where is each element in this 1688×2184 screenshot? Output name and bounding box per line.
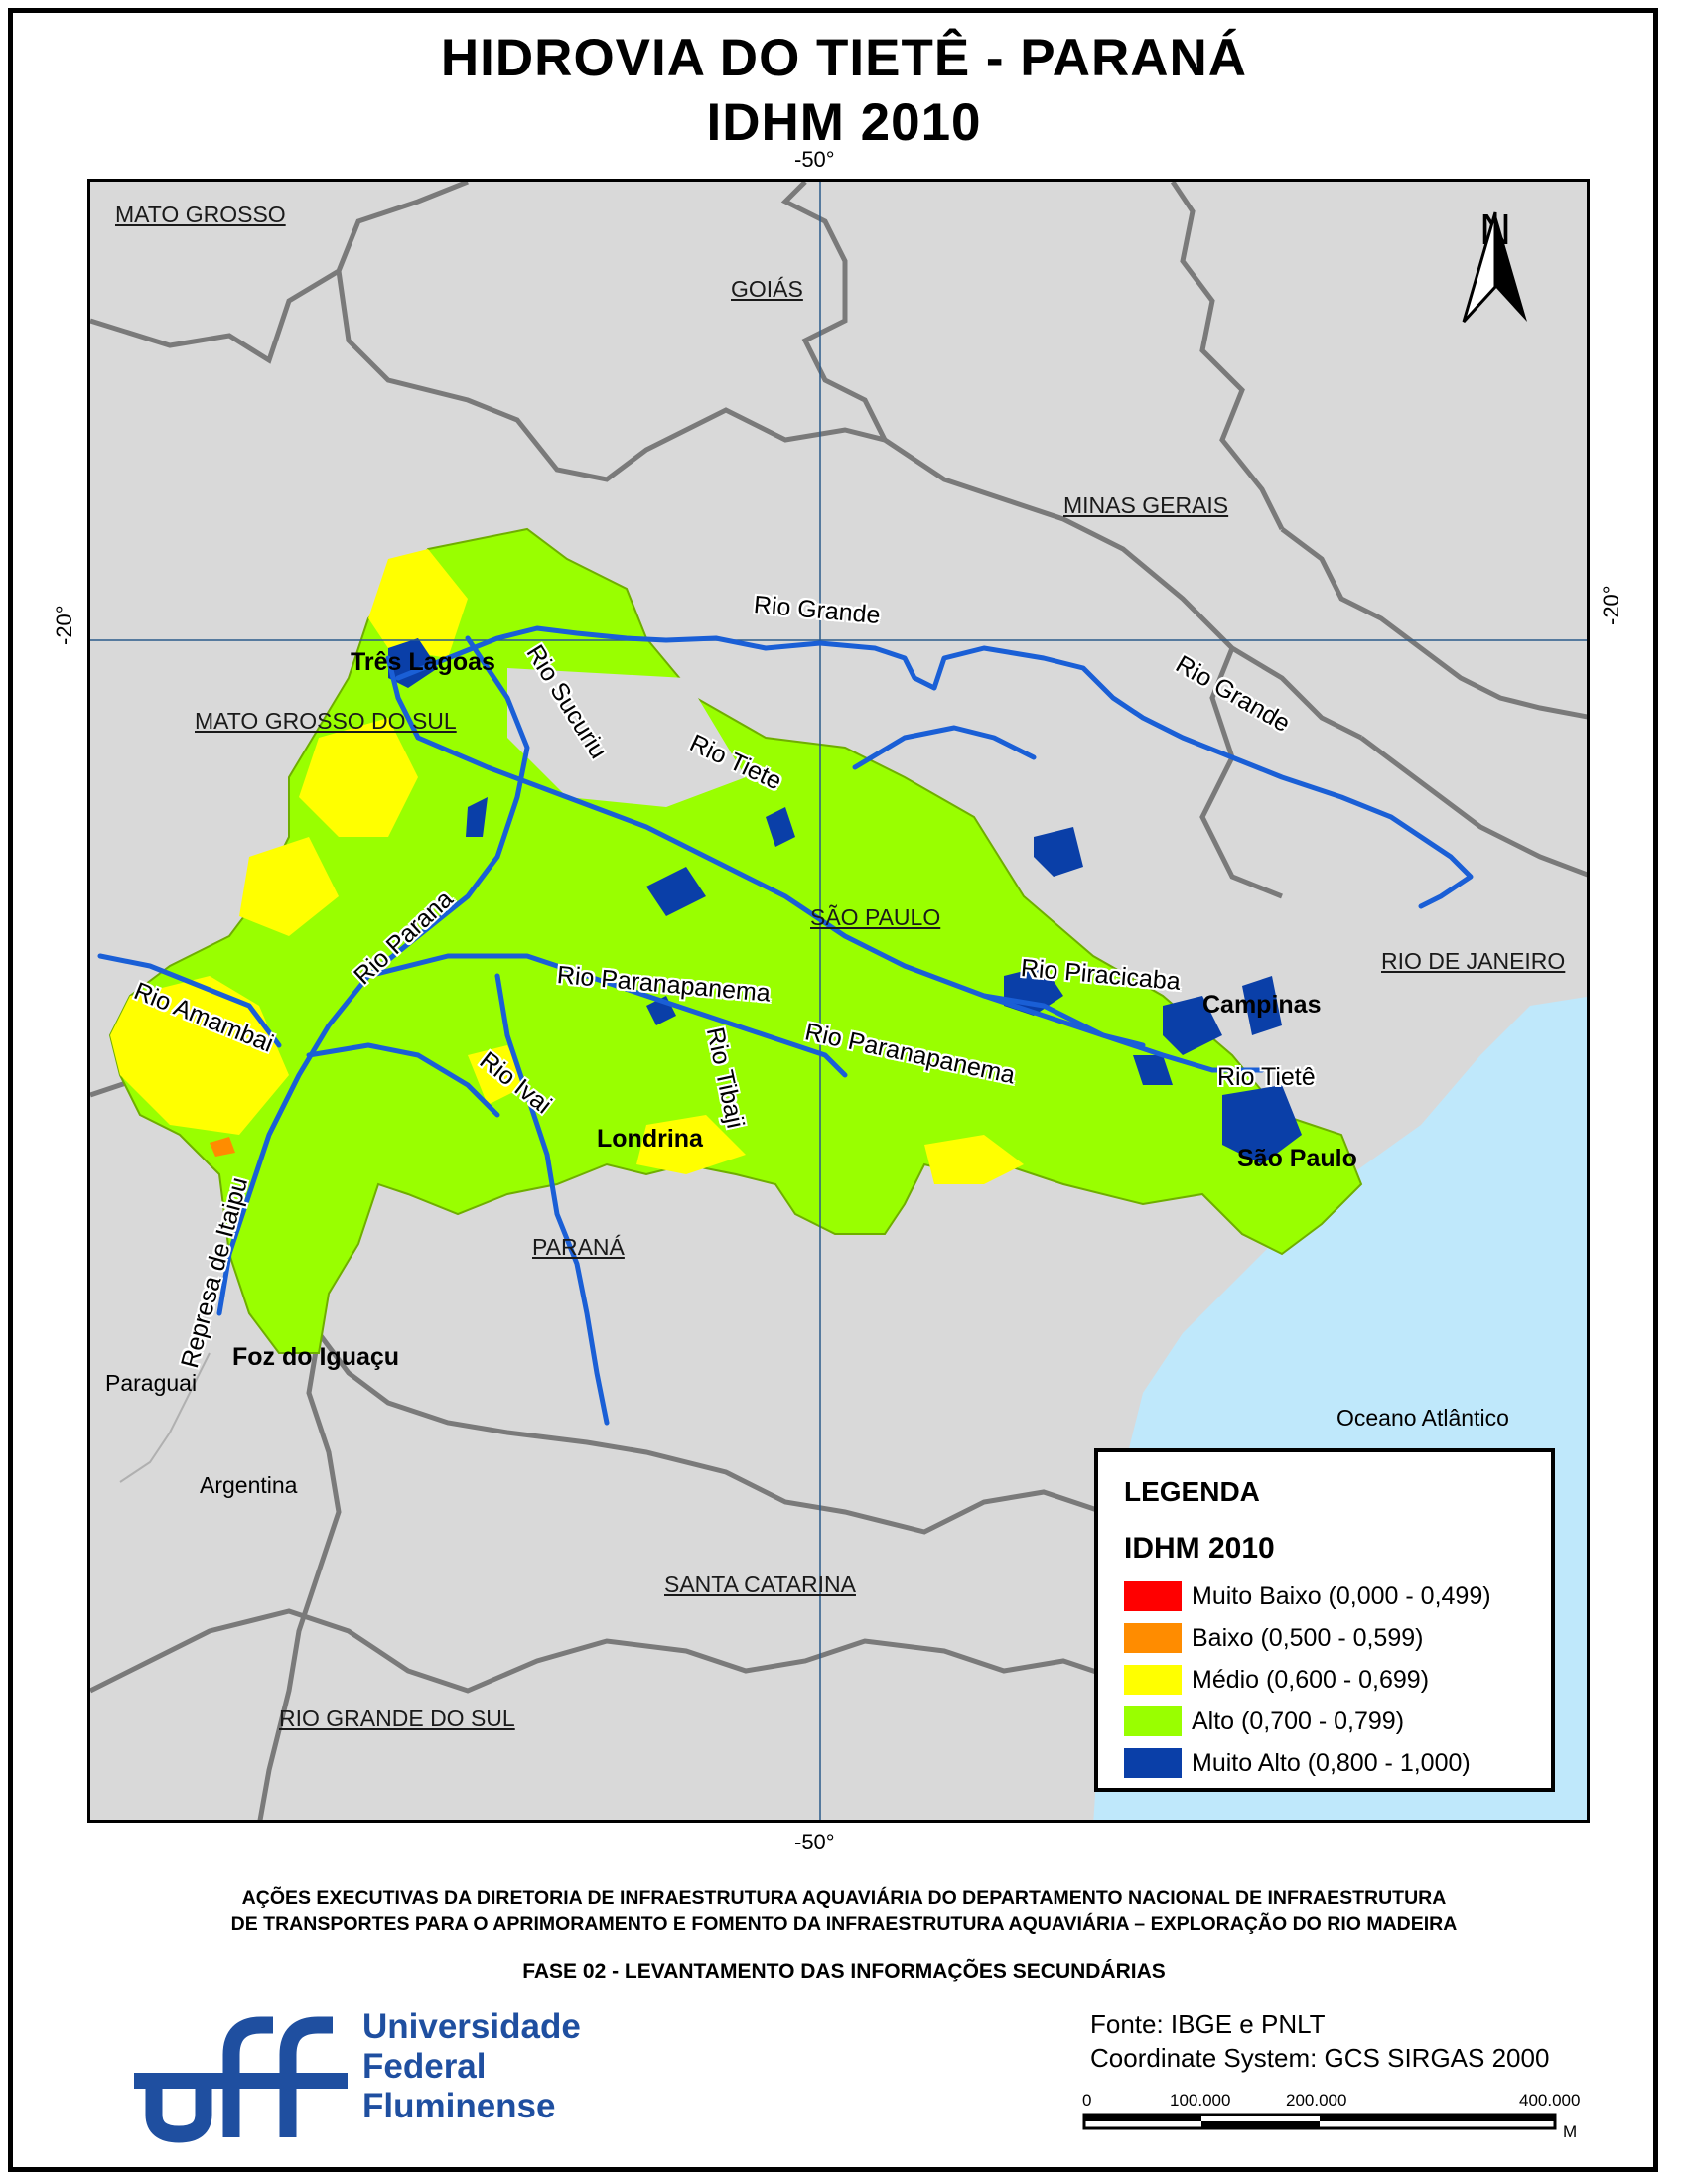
rivers [97,625,1474,1426]
state-label-mato-grosso: MATO GROSSO [115,202,286,227]
city-label-sao-paulo: São Paulo [1237,1145,1357,1172]
legend-subtitle: IDHM 2010 [1124,1532,1275,1565]
north-arrow-icon [1462,211,1527,324]
legend-item-label: Muito Alto (0,800 - 1,000) [1192,1748,1471,1777]
graticule-right-label: -20° [1599,585,1623,625]
footer-line-2: DE TRANSPORTES PARA O APRIMORAMENTO E FO… [230,1913,1458,1935]
legend-item: Alto (0,700 - 0,799) [1124,1701,1525,1742]
legend-item: Muito Alto (0,800 - 1,000) [1124,1742,1525,1784]
legend-swatch [1124,1706,1182,1736]
state-label-minas-gerais: MINAS GERAIS [1063,492,1229,518]
graticule-left-label: -20° [52,605,76,645]
label-paraguai: Paraguai [105,1370,198,1396]
map-subtitle: IDHM 2010 [706,93,982,152]
legend-item-label: Médio (0,600 - 0,699) [1192,1665,1430,1694]
scale-label-100000: 100.000 [1170,2091,1231,2110]
university-name-line-1: Universidade [362,2007,581,2046]
state-label-sao-paulo: SÃO PAULO [810,904,941,930]
legend-swatch [1124,1748,1182,1778]
legend-swatch [1124,1665,1182,1695]
state-label-mato-grosso-do-sul: MATO GROSSO DO SUL [195,708,457,734]
source-text: Fonte: IBGE e PNLT [1090,2009,1326,2039]
label-oceano-atlantico: Oceano Atlântico [1336,1405,1509,1431]
scale-label-200000: 200.000 [1286,2091,1347,2110]
university-name: Universidade Federal Fluminense [362,2007,581,2126]
label-argentina: Argentina [200,1472,298,1498]
scale-unit: M [1563,2122,1578,2141]
river-label-rio-tiete-2: Rio Tietê [1217,1063,1316,1091]
country-border [119,1352,211,1483]
city-label-tres-lagoas: Três Lagoas [351,648,495,676]
footer-phase: FASE 02 - LEVANTAMENTO DAS INFORMAÇÕES S… [522,1960,1166,1982]
university-name-line-2: Federal [362,2047,487,2086]
legend-title: LEGENDA [1124,1476,1260,1507]
scale-bar: 0 100.000 200.000 400.000 M [1082,2091,1599,2160]
legend-swatch [1124,1581,1182,1611]
state-label-goias: GOIÁS [731,276,803,302]
state-label-santa-catarina: SANTA CATARINA [664,1571,856,1597]
scale-label-0: 0 [1082,2091,1092,2110]
crs-text: Coordinate System: GCS SIRGAS 2000 [1090,2043,1550,2073]
page-frame [8,8,1658,2172]
city-label-londrina: Londrina [597,1125,703,1153]
footer-line-1: AÇÕES EXECUTIVAS DA DIRETORIA DE INFRAES… [241,1887,1447,1909]
state-label-rio-grande-do-sul: RIO GRANDE DO SUL [279,1706,515,1731]
north-arrow: N [1456,207,1535,324]
state-label-rio-de-janeiro: RIO DE JANEIRO [1381,948,1566,974]
scale-bar-graphic [1082,2113,1557,2130]
legend-item-label: Alto (0,700 - 0,799) [1192,1706,1405,1735]
map-credits: Fonte: IBGE e PNLT Coordinate System: GC… [1090,2007,1549,2075]
study-region [108,527,1363,1354]
uff-logo-icon [134,2016,348,2143]
scale-label-400000: 400.000 [1519,2091,1581,2110]
map-frame[interactable]: MATO GROSSO GOIÁS MINAS GERAIS MATO GROS… [87,179,1590,1823]
city-label-foz-do-iguacu: Foz do Iguaçu [232,1343,400,1371]
map-title: HIDROVIA DO TIETÊ - PARANÁ [440,29,1248,87]
city-label-campinas: Campinas [1202,991,1322,1019]
legend-item: Muito Baixo (0,000 - 0,499) [1124,1575,1525,1617]
graticule-top-label: -50° [794,147,835,172]
graticule-lines [90,182,1587,1820]
legend-item: Médio (0,600 - 0,699) [1124,1659,1525,1701]
legend-box: LEGENDA IDHM 2010 Muito Baixo (0,000 - 0… [1094,1448,1555,1792]
legend-item-label: Baixo (0,500 - 0,599) [1192,1623,1424,1652]
graticule-bottom-label: -50° [794,1830,835,1854]
state-label-parana: PARANÁ [532,1234,625,1260]
legend-item-label: Muito Baixo (0,000 - 0,499) [1192,1581,1491,1610]
legend-item: Baixo (0,500 - 0,599) [1124,1617,1525,1659]
university-name-line-3: Fluminense [362,2087,556,2125]
legend-swatch [1124,1623,1182,1653]
